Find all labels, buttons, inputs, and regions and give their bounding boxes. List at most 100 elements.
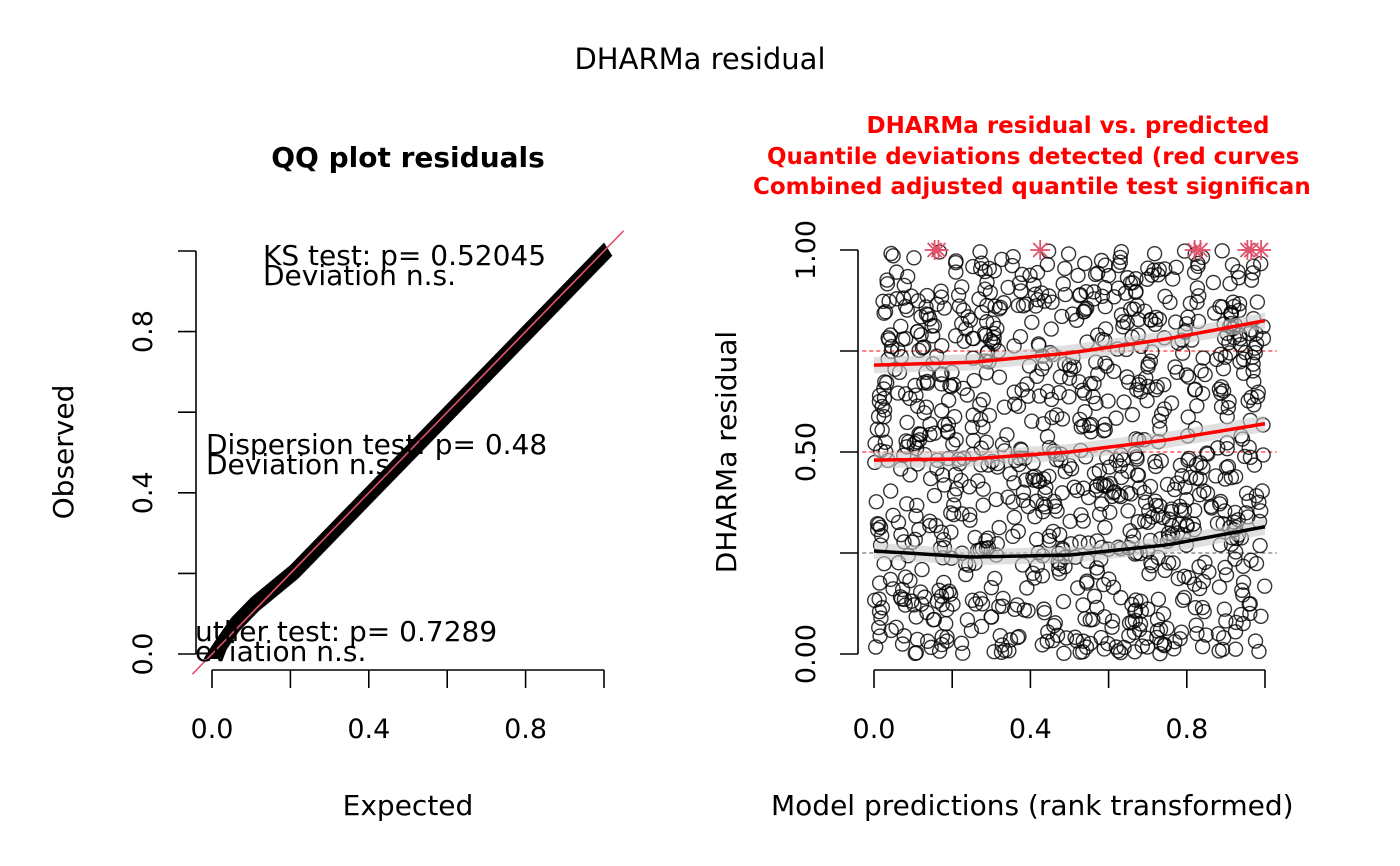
residual-point	[1105, 579, 1122, 595]
residual-point	[1235, 574, 1252, 590]
residual-point	[1024, 314, 1040, 330]
residual-point	[1043, 321, 1059, 337]
residual-point	[1037, 485, 1053, 502]
residual-point	[1120, 503, 1136, 519]
residual-point	[1009, 597, 1025, 613]
residual-point	[1121, 628, 1137, 644]
residual-point	[883, 622, 899, 639]
residual-point	[1150, 267, 1166, 283]
residual-point	[919, 287, 935, 304]
residual-point	[1112, 254, 1128, 270]
residual-point	[1151, 413, 1168, 429]
residual-point	[1208, 468, 1224, 484]
residual-point	[1078, 284, 1094, 300]
residual-point	[1006, 396, 1023, 412]
dispersion-test-label: Dispersion test: p= 0.48	[206, 428, 547, 461]
residual-point	[943, 505, 959, 521]
residual-point	[885, 507, 901, 524]
qq-y-axis: 0.0 0.4 0.8	[128, 250, 197, 675]
residual-point	[1129, 467, 1146, 483]
residual-point	[1128, 271, 1144, 287]
ks-test-label: KS test: p= 0.52045	[263, 239, 546, 272]
residual-y-tick-label: 1.00	[791, 220, 822, 280]
residual-point	[973, 618, 990, 635]
residual-point	[980, 530, 996, 546]
residual-point	[1248, 488, 1265, 504]
residual-point	[1226, 298, 1242, 315]
residual-point	[1130, 376, 1147, 393]
quantile-curve	[873, 421, 1266, 462]
residual-point	[869, 421, 886, 437]
residual-point	[899, 496, 915, 512]
residual-point	[1028, 531, 1045, 548]
residual-subtitle-1: Quantile deviations detected (red curves	[767, 144, 1299, 170]
residual-point	[1036, 604, 1053, 621]
residual-point	[1137, 494, 1154, 510]
residual-point	[1082, 612, 1098, 628]
residual-point	[958, 566, 974, 583]
quantile-curve	[873, 318, 1266, 367]
residual-point	[1073, 419, 1089, 435]
residual-point	[1173, 624, 1190, 640]
residual-point	[1070, 267, 1086, 284]
residual-point	[912, 426, 929, 443]
residual-point	[1112, 458, 1128, 474]
residual-point	[1057, 286, 1074, 303]
residual-point	[906, 597, 922, 613]
residual-point	[1228, 544, 1244, 560]
residual-point	[1097, 519, 1113, 536]
residual-point	[959, 387, 975, 403]
residual-point	[1010, 398, 1027, 415]
residual-point	[1072, 411, 1088, 428]
residual-point	[940, 424, 956, 441]
residual-point	[926, 425, 943, 441]
residual-point	[1130, 514, 1146, 530]
residual-point	[1108, 639, 1124, 655]
residual-point	[908, 609, 924, 625]
residual-point	[954, 315, 970, 332]
residual-point	[871, 619, 887, 636]
residual-point	[1077, 255, 1093, 272]
residual-point	[896, 277, 912, 294]
residual-point	[882, 571, 899, 588]
residual-point	[1101, 459, 1118, 475]
residual-point	[965, 432, 982, 449]
residual-point	[1191, 487, 1208, 503]
residual-point	[995, 590, 1011, 607]
residual-x-tick-label: 0.8	[1165, 714, 1208, 745]
residual-point	[1006, 601, 1023, 618]
residual-point	[875, 293, 891, 309]
residual-point	[1218, 459, 1235, 476]
residual-point	[1054, 308, 1070, 325]
residual-point	[1243, 272, 1260, 288]
residual-point	[962, 312, 979, 328]
residual-point	[1210, 626, 1227, 642]
residual-point	[1189, 625, 1205, 642]
residual-point	[882, 483, 899, 499]
residual-point	[1251, 643, 1267, 660]
residual-point	[1123, 486, 1139, 502]
residual-point	[1079, 573, 1095, 589]
residual-point	[1146, 262, 1162, 278]
residual-point	[994, 598, 1011, 614]
residual-point	[943, 524, 959, 540]
residual-point	[1203, 500, 1220, 516]
residual-point	[1127, 603, 1143, 620]
residual-point	[1148, 458, 1164, 475]
residual-point	[983, 609, 999, 625]
residual-point	[1110, 257, 1127, 274]
residual-point	[893, 526, 909, 543]
residual-point	[1018, 472, 1034, 488]
residual-point	[871, 516, 887, 533]
residual-point	[946, 497, 962, 513]
residual-point	[920, 633, 936, 649]
residual-point	[1080, 489, 1097, 506]
residual-point	[914, 561, 930, 578]
qq-y-tick-label: 0.4	[128, 471, 159, 514]
residual-point	[883, 245, 899, 262]
residual-point	[872, 519, 889, 536]
qq-y-label: Observed	[47, 385, 80, 520]
residual-point	[873, 610, 889, 626]
qq-reference-line	[191, 230, 625, 675]
